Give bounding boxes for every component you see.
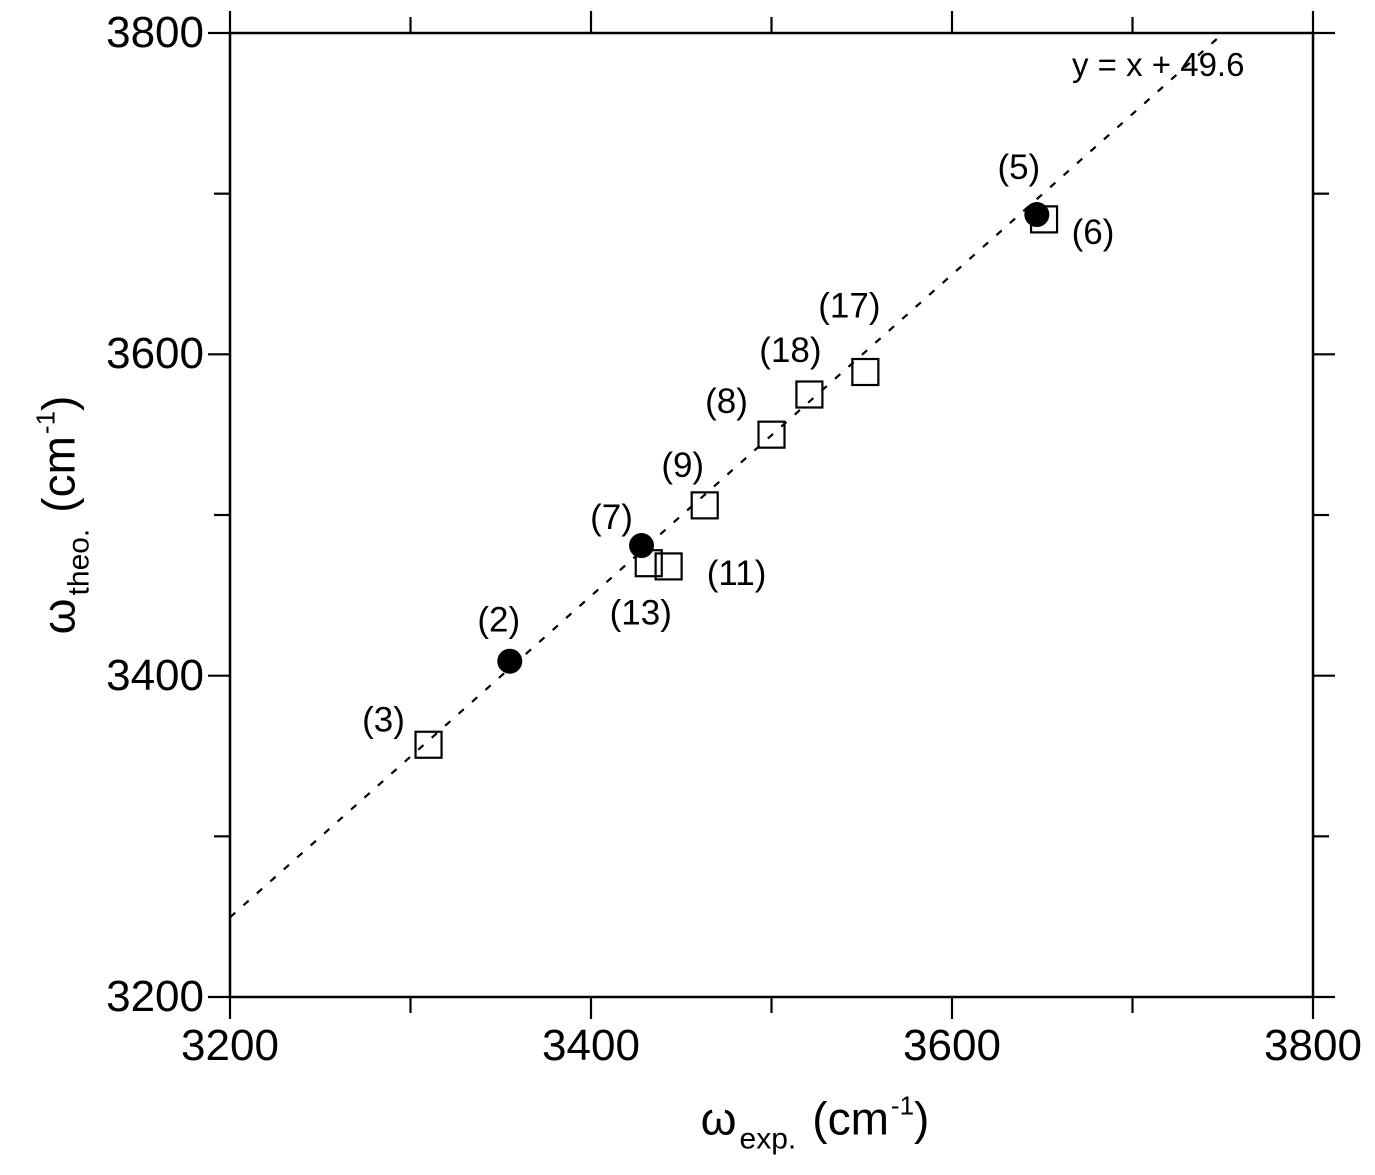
point-label: (18)	[759, 331, 821, 370]
point-label: (3)	[362, 700, 405, 739]
point-label: (13)	[610, 594, 672, 633]
x-axis-title: ω exp. (cm-1)	[700, 1091, 930, 1156]
point-label: (8)	[705, 382, 748, 421]
data-point-square	[414, 730, 443, 759]
point-label: (5)	[997, 148, 1040, 187]
point-label: (17)	[818, 287, 880, 326]
point-label: (2)	[477, 601, 520, 640]
x-tick-label: 3800	[1264, 1021, 1362, 1070]
y-tick-label: 3800	[106, 8, 204, 57]
point-label: (9)	[661, 446, 704, 485]
x-tick-label: 3400	[542, 1021, 640, 1070]
point-label: (6)	[1072, 213, 1115, 252]
x-tick-label: 3200	[181, 1021, 279, 1070]
y-axis-unit-exponent: -1	[30, 410, 61, 435]
y-tick-label: 3200	[106, 972, 204, 1021]
data-point-square	[757, 420, 786, 449]
y-axis-unit-close: )	[32, 395, 85, 411]
x-axis-subscript: exp.	[739, 1122, 797, 1156]
plot-border	[228, 31, 1315, 999]
x-tick-label: 3600	[903, 1021, 1001, 1070]
point-label: (11)	[707, 554, 767, 593]
data-point-square	[654, 552, 683, 581]
y-axis-symbol: ω	[32, 598, 85, 635]
y-tick-label: 3400	[106, 650, 204, 700]
y-axis-unit: (cm	[32, 436, 85, 513]
x-axis-unit-close: )	[914, 1092, 930, 1145]
data-point-circle	[497, 648, 523, 674]
y-axis-subscript: theo.	[62, 528, 96, 596]
x-axis-unit: (cm	[812, 1092, 889, 1145]
x-axis-unit-exponent: -1	[890, 1090, 915, 1121]
fit-equation-label: y = x + 49.6	[1072, 46, 1245, 83]
data-point-square	[795, 380, 824, 409]
data-point-square	[851, 357, 880, 387]
y-axis-title: ωtheo. (cm-1)	[31, 395, 96, 635]
data-point-circle	[629, 533, 655, 559]
y-tick-label: 3600	[106, 329, 204, 379]
data-point-circle	[1024, 202, 1050, 228]
x-axis-symbol: ω	[700, 1092, 737, 1145]
data-point-square	[690, 491, 719, 520]
fit-line	[229, 32, 1225, 919]
point-label: (7)	[590, 498, 633, 537]
